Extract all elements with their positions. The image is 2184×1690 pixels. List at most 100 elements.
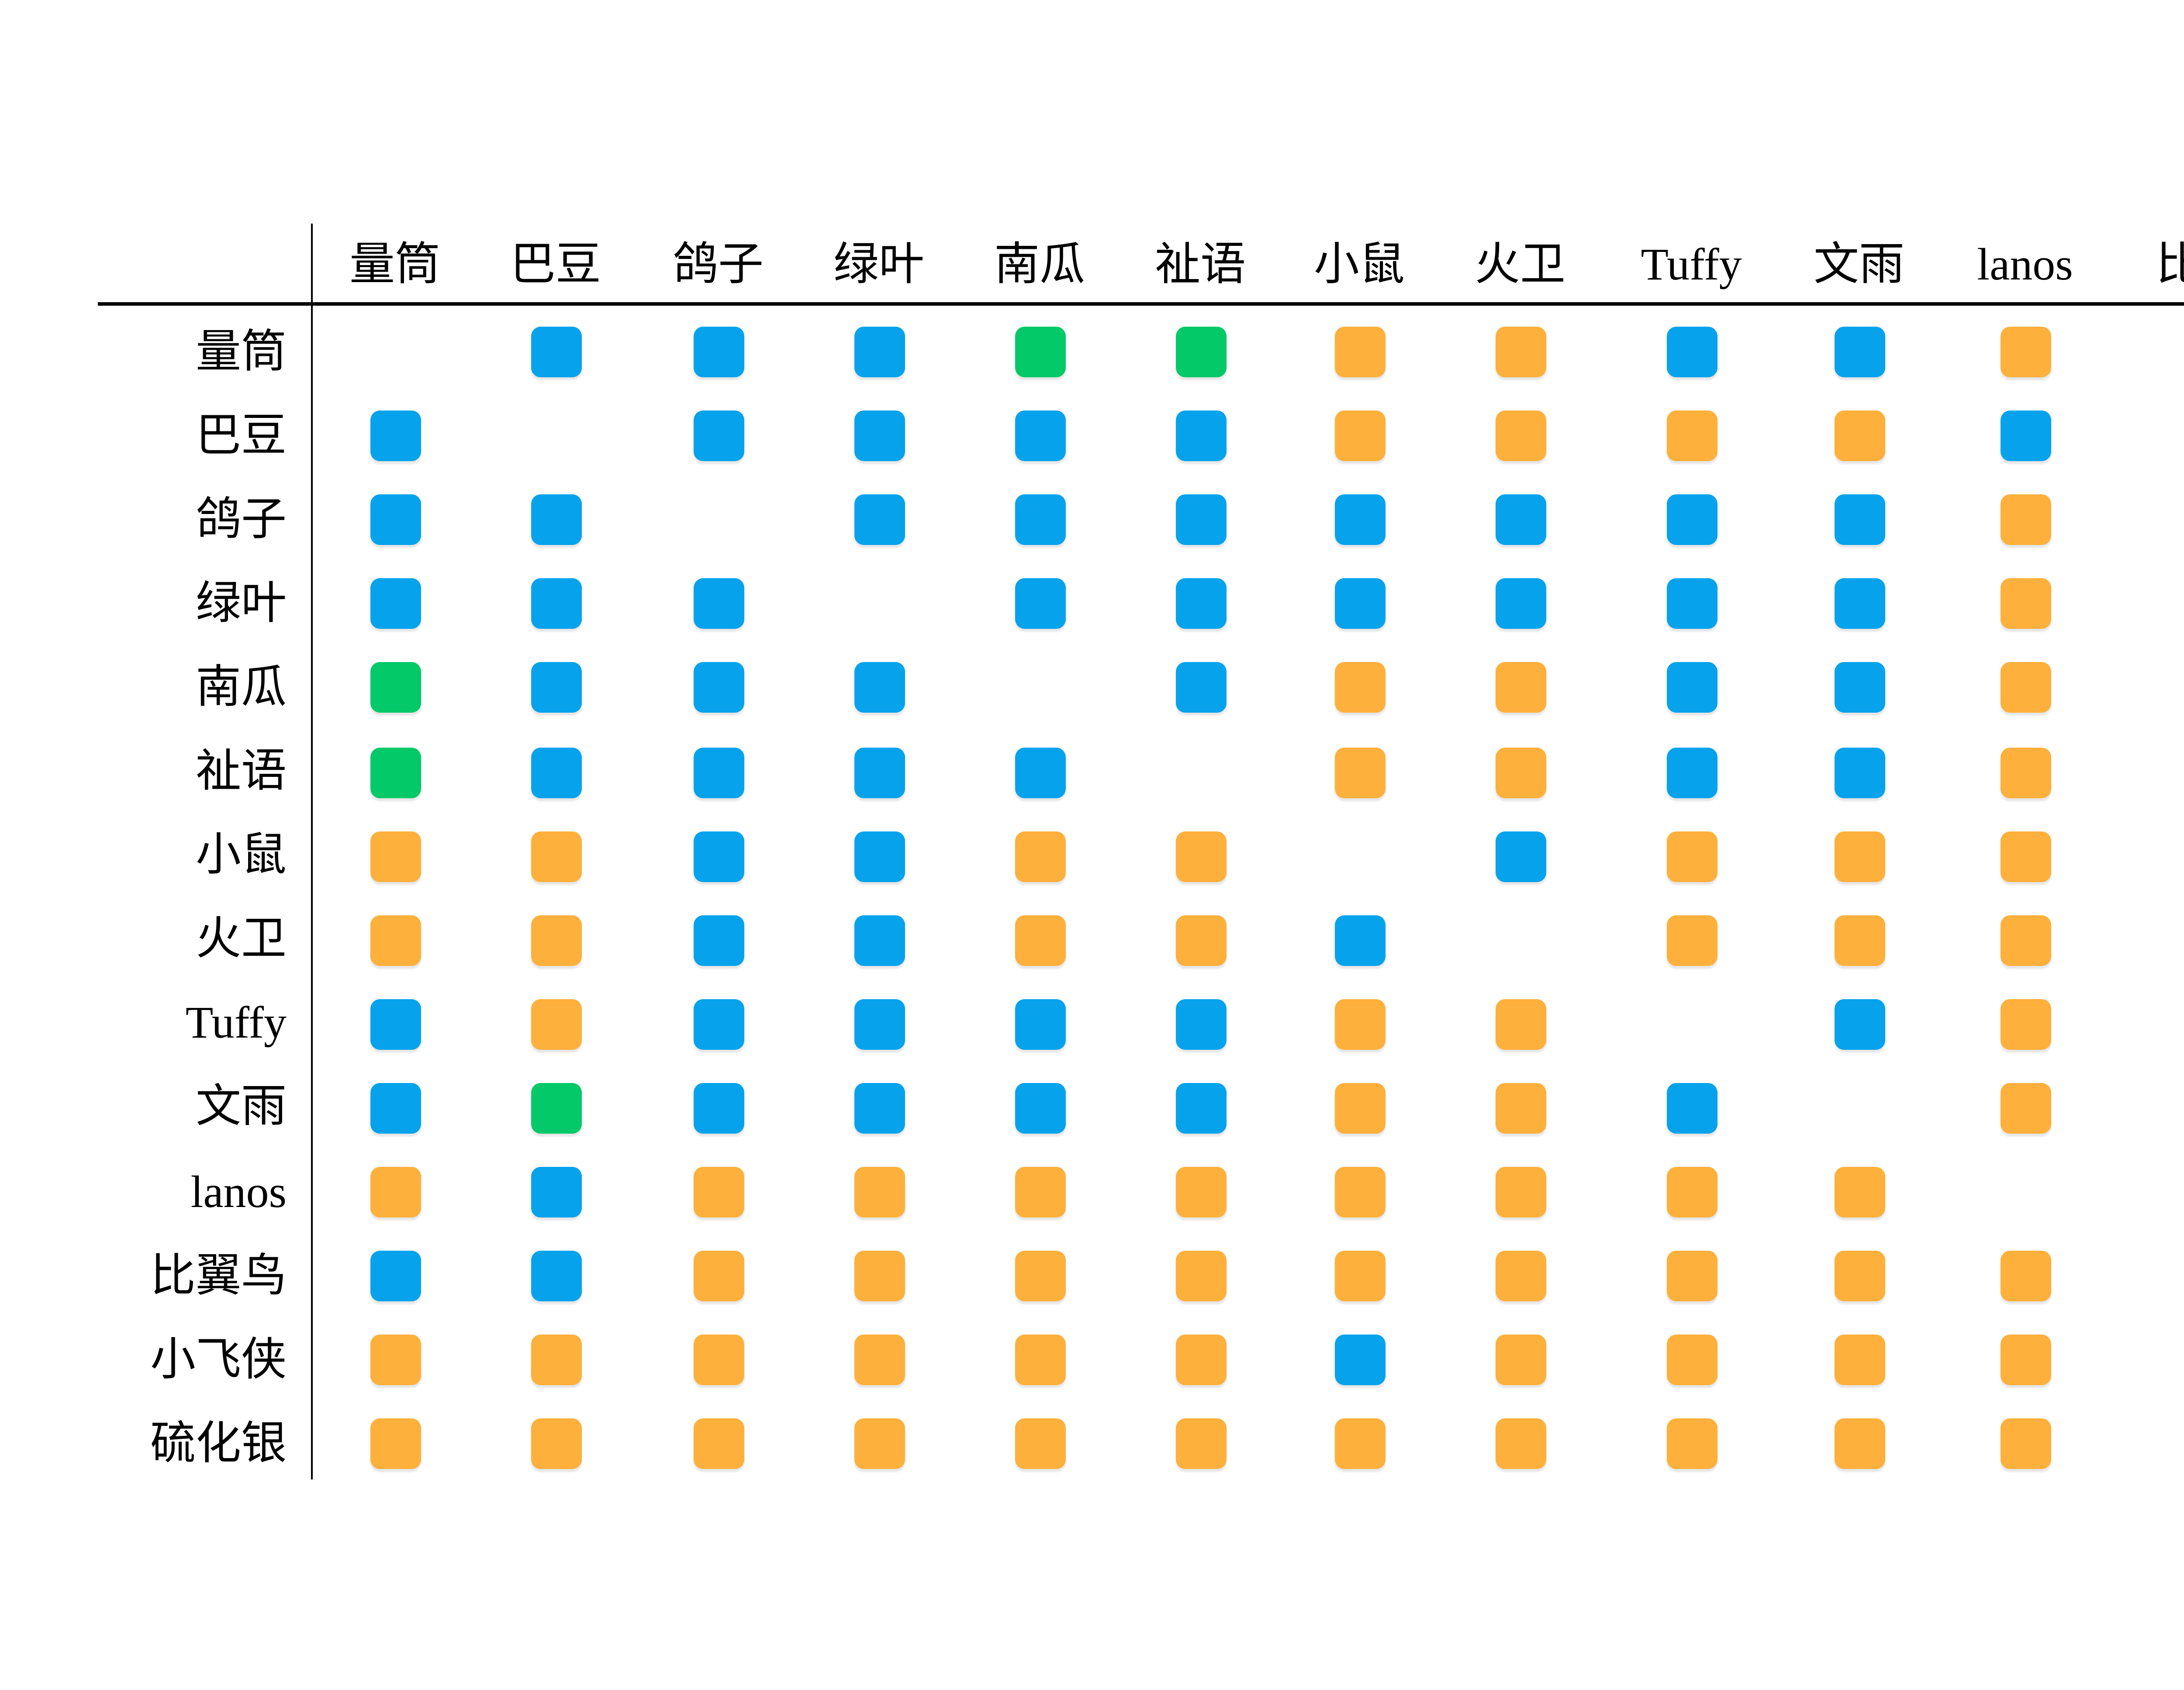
matrix-cell-8-1 [370, 914, 420, 966]
matrix-cell-9-3 [693, 999, 743, 1050]
matrix-cell-7-3 [693, 831, 743, 882]
matrix-cell-8-2 [530, 914, 581, 966]
matrix-cell-9-5 [1014, 999, 1065, 1050]
matrix-cell-6-1 [370, 747, 420, 797]
matrix-cell-13-4 [854, 1335, 904, 1386]
matrix-cell-6-7 [1334, 747, 1385, 797]
matrix-cell-2-8 [1495, 410, 1545, 462]
matrix-cell-2-11 [2000, 410, 2050, 462]
matrix-cell-10-9 [1666, 1083, 1717, 1134]
matrix-cell-2-6 [1175, 410, 1226, 462]
row-label-9: Tuffy [185, 998, 287, 1049]
matrix-cell-10-5 [1014, 1083, 1065, 1134]
matrix-cell-7-1 [370, 831, 420, 882]
matrix-cell-14-9 [1666, 1419, 1717, 1470]
matrix-cell-3-2 [530, 494, 581, 545]
matrix-cell-5-1 [370, 662, 420, 714]
matrix-cell-11-2 [530, 1167, 581, 1217]
column-header-2: 巴豆 [510, 239, 601, 290]
matrix-cell-11-1 [370, 1167, 420, 1217]
matrix-cell-10-8 [1495, 1083, 1545, 1134]
row-label-6: 祉语 [195, 746, 287, 797]
row-label-11: lanos [190, 1166, 287, 1217]
matrix-cell-12-8 [1495, 1251, 1545, 1302]
matrix-cell-13-5 [1014, 1335, 1065, 1386]
column-header-12: 比翼鸟 [2102, 236, 2184, 295]
matrix-cell-3-10 [1834, 494, 1884, 545]
matrix-cell-5-10 [1834, 662, 1884, 714]
matrix-cell-11-9 [1666, 1167, 1717, 1217]
matrix-cell-13-2 [530, 1335, 581, 1386]
matrix-cell-13-10 [1834, 1335, 1884, 1386]
matrix-cell-10-6 [1175, 1083, 1226, 1134]
row-label-12: 比翼鸟 [150, 1250, 287, 1301]
matrix-cell-3-11 [2000, 494, 2050, 545]
matrix-cell-2-5 [1014, 410, 1065, 462]
matrix-cell-11-8 [1495, 1167, 1545, 1217]
matrix-cell-7-11 [2000, 831, 2050, 882]
matrix-cell-4-2 [530, 579, 581, 630]
matrix-cell-13-11 [2000, 1335, 2050, 1386]
matrix-cell-8-9 [1666, 914, 1717, 966]
matrix-cell-2-3 [693, 410, 743, 462]
matrix-cell-2-9 [1666, 410, 1717, 462]
matrix-cell-5-3 [693, 662, 743, 714]
matrix-cell-8-3 [693, 914, 743, 966]
matrix-cell-12-4 [854, 1251, 904, 1302]
matrix-cell-2-7 [1334, 410, 1385, 462]
matrix-cell-3-5 [1014, 494, 1065, 545]
matrix-cell-1-11 [2000, 327, 2050, 377]
matrix-cell-8-11 [2000, 914, 2050, 966]
matrix-cell-4-10 [1834, 579, 1884, 630]
matrix-cell-2-4 [854, 410, 904, 462]
column-header-8: 火卫 [1474, 239, 1565, 290]
row-label-14: 硫化银 [150, 1418, 287, 1469]
matrix-cell-4-3 [693, 579, 743, 630]
matrix-cell-14-8 [1495, 1419, 1545, 1470]
matrix-cell-4-6 [1175, 579, 1226, 630]
matrix-cell-4-9 [1666, 579, 1717, 630]
row-label-13: 小飞侠 [150, 1334, 287, 1385]
matrix-cell-2-1 [370, 410, 420, 462]
row-label-5: 南瓜 [195, 662, 287, 713]
matrix-cell-12-2 [530, 1251, 581, 1302]
matrix-cell-13-8 [1495, 1335, 1545, 1386]
matrix-cell-10-7 [1334, 1083, 1385, 1134]
matrix-cell-6-11 [2000, 747, 2050, 797]
row-label-10: 文雨 [195, 1082, 287, 1133]
column-header-10: 文雨 [1813, 239, 1904, 290]
matrix-cell-7-6 [1175, 831, 1226, 882]
matrix-cell-9-6 [1175, 999, 1226, 1050]
column-header-9: Tuffy [1641, 239, 1742, 290]
matrix-cell-3-4 [854, 494, 904, 545]
matrix-cell-2-10 [1834, 410, 1884, 462]
matrix-cell-8-6 [1175, 914, 1226, 966]
matrix-cell-6-10 [1834, 747, 1884, 797]
matrix-cell-1-5 [1014, 327, 1065, 377]
matrix-cell-1-10 [1834, 327, 1884, 377]
matrix-cell-5-11 [2000, 662, 2050, 714]
matrix-cell-14-5 [1014, 1419, 1065, 1470]
matrix-cell-5-6 [1175, 662, 1226, 714]
column-header-6: 祉语 [1154, 239, 1246, 290]
matrix-cell-6-4 [854, 747, 904, 797]
matrix-cell-5-4 [854, 662, 904, 714]
matrix-cell-3-7 [1334, 494, 1385, 545]
matrix-cell-9-11 [2000, 999, 2050, 1050]
matrix-cell-1-3 [693, 327, 743, 377]
matrix-cell-7-5 [1014, 831, 1065, 882]
matrix-cell-1-7 [1334, 327, 1385, 377]
matrix-cell-1-4 [854, 327, 904, 377]
row-label-8: 火卫 [195, 914, 287, 965]
matrix-cell-12-1 [370, 1251, 420, 1302]
matrix-cell-14-2 [530, 1419, 581, 1470]
matrix-cell-12-7 [1334, 1251, 1385, 1302]
matrix-cell-6-9 [1666, 747, 1717, 797]
matrix-cell-9-1 [370, 999, 420, 1050]
matrix-cell-3-9 [1666, 494, 1717, 545]
column-header-11: lanos [1977, 239, 2073, 290]
matrix-cell-10-3 [693, 1083, 743, 1134]
matrix-cell-4-8 [1495, 579, 1545, 630]
matrix-cell-5-7 [1334, 662, 1385, 714]
